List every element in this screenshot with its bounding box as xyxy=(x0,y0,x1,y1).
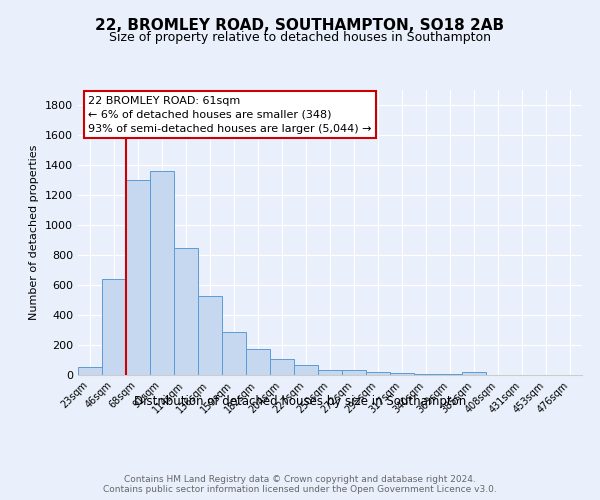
Bar xyxy=(438,374,462,375)
Bar xyxy=(246,349,270,375)
Bar xyxy=(270,358,294,375)
Bar xyxy=(174,248,198,375)
Text: 22 BROMLEY ROAD: 61sqm
← 6% of detached houses are smaller (348)
93% of semi-det: 22 BROMLEY ROAD: 61sqm ← 6% of detached … xyxy=(88,96,371,134)
Bar xyxy=(342,370,366,375)
Text: Contains HM Land Registry data © Crown copyright and database right 2024.
Contai: Contains HM Land Registry data © Crown c… xyxy=(103,475,497,494)
Bar xyxy=(414,374,438,375)
Bar xyxy=(462,372,486,375)
Bar xyxy=(318,370,342,375)
Bar xyxy=(366,372,390,375)
Bar xyxy=(198,296,222,375)
Text: Distribution of detached houses by size in Southampton: Distribution of detached houses by size … xyxy=(134,395,466,408)
Bar xyxy=(222,332,246,375)
Bar xyxy=(102,279,126,375)
Bar xyxy=(294,364,318,375)
Bar xyxy=(126,180,150,375)
Bar xyxy=(78,367,102,375)
Text: 22, BROMLEY ROAD, SOUTHAMPTON, SO18 2AB: 22, BROMLEY ROAD, SOUTHAMPTON, SO18 2AB xyxy=(95,18,505,32)
Y-axis label: Number of detached properties: Number of detached properties xyxy=(29,145,40,320)
Bar xyxy=(390,373,414,375)
Bar xyxy=(150,171,174,375)
Text: Size of property relative to detached houses in Southampton: Size of property relative to detached ho… xyxy=(109,31,491,44)
